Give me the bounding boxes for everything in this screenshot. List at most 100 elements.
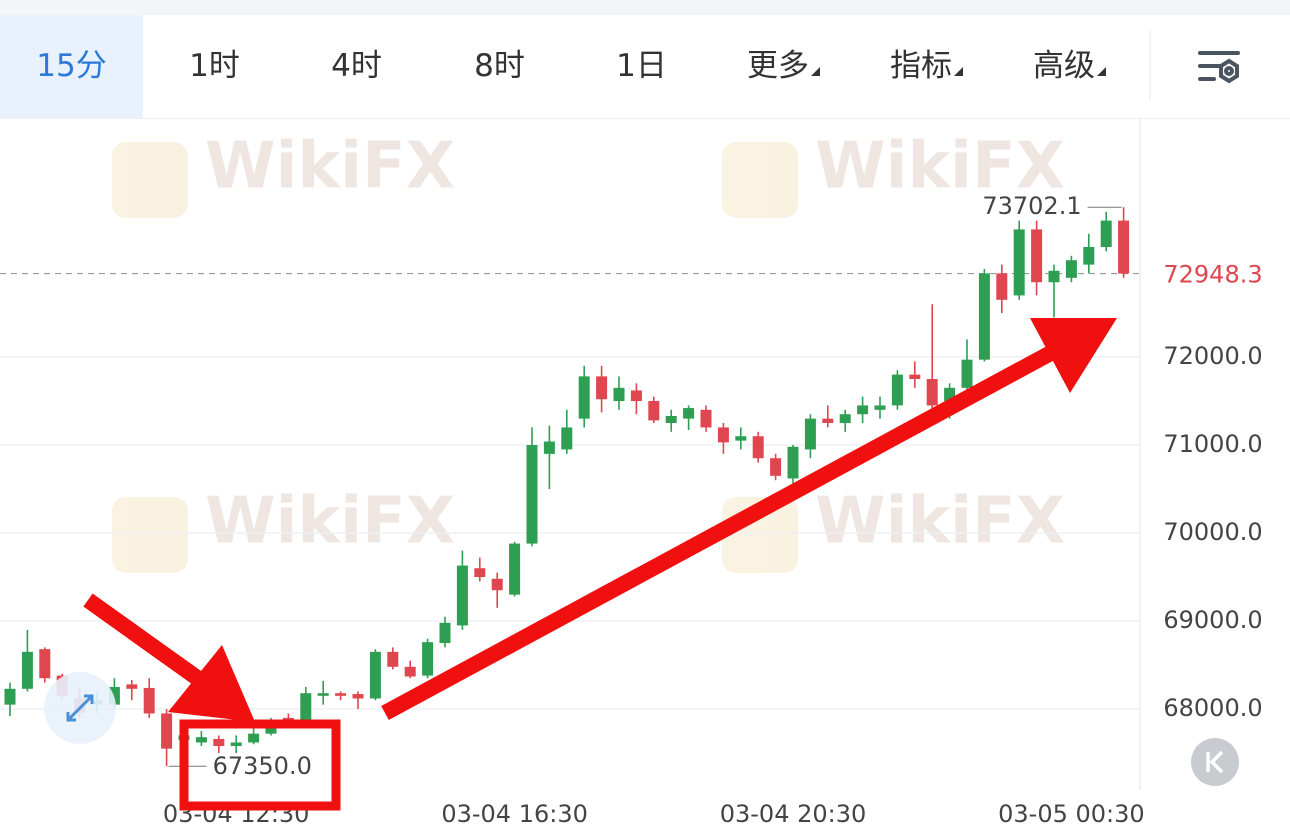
x-tick-label: 03-05 00:30 <box>998 800 1145 828</box>
candle-body <box>996 273 1008 300</box>
dropdown-caret <box>954 67 963 76</box>
status-strip <box>0 0 1290 15</box>
tab-label: 1时 <box>189 48 240 84</box>
watermark-text: WikiFX <box>205 485 455 559</box>
watermark-text: WikiFX <box>815 130 1065 204</box>
candle-body <box>700 409 712 428</box>
candle-body <box>735 436 747 441</box>
tab-label: 更多 <box>747 48 809 84</box>
candle-body <box>352 694 364 699</box>
watermark: WikiFX <box>112 485 455 573</box>
timeframe-tab[interactable]: 1时 <box>143 15 286 118</box>
arrow-head <box>1030 318 1117 393</box>
reset-button-bg <box>1191 738 1239 786</box>
candle-body <box>1065 260 1077 278</box>
watermark-logo <box>722 142 798 218</box>
timeframe-tab[interactable]: 高级 <box>998 15 1141 118</box>
candle-body <box>717 427 729 443</box>
y-tick-label: 72000.0 <box>1163 342 1262 370</box>
candle-body <box>961 359 973 388</box>
settings-icon[interactable] <box>1198 51 1240 84</box>
watermark-text: WikiFX <box>205 130 455 204</box>
candle-body <box>857 405 869 415</box>
watermark: WikiFX <box>112 130 455 218</box>
tab-label: 4时 <box>331 48 382 84</box>
reset-button[interactable] <box>1191 738 1239 786</box>
dropdown-caret <box>1097 67 1106 76</box>
highlight-box <box>179 719 341 811</box>
candle-body <box>248 733 260 743</box>
candle-body <box>752 436 764 459</box>
watermark-logo <box>112 142 188 218</box>
candle-body <box>787 446 799 479</box>
candle-body <box>439 622 451 644</box>
timeframe-tab[interactable]: 指标 <box>855 15 998 118</box>
candle-body <box>387 651 399 667</box>
candle-body <box>1013 229 1025 296</box>
last-price-label: 72948.3 <box>1163 261 1262 289</box>
timeframe-tab[interactable]: 4时 <box>285 15 428 118</box>
candle-body <box>804 418 816 450</box>
candle-body <box>822 418 834 424</box>
candle-body <box>213 738 225 746</box>
candle-body <box>143 687 155 714</box>
candle-body <box>891 374 903 406</box>
candle-body <box>926 379 938 406</box>
candle-body <box>108 687 120 705</box>
tab-label: 1日 <box>616 48 667 84</box>
candle-body <box>474 568 486 578</box>
candle-body <box>1100 220 1112 248</box>
x-tick-label: 03-04 16:30 <box>441 800 588 828</box>
candle-body <box>543 441 555 454</box>
candle-body <box>561 427 573 450</box>
max-label: 73702.1 <box>982 192 1081 220</box>
zoom-button[interactable] <box>44 672 116 744</box>
candle-body <box>1031 229 1043 283</box>
tab-label: 8时 <box>474 48 525 84</box>
candle-body <box>422 642 434 676</box>
candle-body <box>456 565 468 626</box>
arrow-shaft <box>83 593 205 687</box>
y-tick-label: 70000.0 <box>1163 518 1262 546</box>
candle-body <box>317 693 329 696</box>
candle-body <box>335 693 347 696</box>
y-tick-label: 69000.0 <box>1163 606 1262 634</box>
candle-body <box>4 688 16 705</box>
candle-body <box>944 387 956 402</box>
reset-icon <box>1206 750 1224 774</box>
candle-body <box>195 737 207 743</box>
candle-body <box>161 713 173 749</box>
candle-body <box>509 543 521 595</box>
watermark-text: WikiFX <box>815 485 1065 559</box>
candle-body <box>126 684 138 689</box>
candle-body <box>578 376 590 419</box>
candle-body <box>596 376 608 400</box>
candle-body <box>1048 270 1060 283</box>
timeframe-tab[interactable]: 15分 <box>0 15 143 118</box>
dropdown-caret <box>811 67 820 76</box>
candle-body <box>613 387 625 402</box>
timeframe-tab[interactable]: 8时 <box>428 15 571 118</box>
timeframe-tab[interactable]: 更多 <box>712 15 855 118</box>
timeframe-tab[interactable]: 1日 <box>570 15 713 118</box>
zoom-icon <box>66 694 94 722</box>
candle-body <box>39 649 51 679</box>
candle-body <box>978 273 990 360</box>
candle-body <box>491 578 503 591</box>
candle-body <box>404 666 416 677</box>
tab-label: 15分 <box>36 48 107 84</box>
candle-body <box>230 742 242 746</box>
candle-body <box>648 401 660 421</box>
toolbar: 15分 1时 4时 8时 1日 更多 指标 高级 <box>0 15 1290 119</box>
candle-body <box>683 408 695 419</box>
watermark: WikiFX <box>722 130 1065 218</box>
candle-body <box>300 693 312 723</box>
candle-body <box>369 651 381 699</box>
min-label: 67350.0 <box>213 752 312 780</box>
candle-body <box>21 651 33 689</box>
candle-body <box>839 414 851 424</box>
candle-body <box>1118 220 1130 274</box>
arrow-head <box>168 645 255 722</box>
candle-body <box>1083 247 1095 265</box>
